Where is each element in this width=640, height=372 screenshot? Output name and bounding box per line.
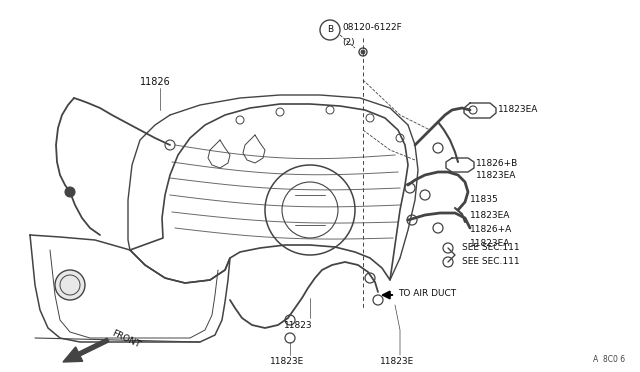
Text: B: B [327,26,333,35]
Text: 11826: 11826 [140,77,171,87]
Circle shape [55,270,85,300]
Text: 11826+B: 11826+B [476,158,518,167]
Text: 11823: 11823 [284,321,312,330]
Text: 08120-6122F: 08120-6122F [342,23,402,32]
Text: 11823EA: 11823EA [498,106,538,115]
Text: 11835: 11835 [470,196,499,205]
Text: A  8C0 6: A 8C0 6 [593,355,625,364]
Text: 11826+A: 11826+A [470,225,512,234]
Text: 11823E: 11823E [380,357,414,366]
FancyArrow shape [63,338,109,362]
Text: 11823EA: 11823EA [470,211,510,219]
Text: (2): (2) [342,38,355,46]
Text: SEE SEC.111: SEE SEC.111 [462,257,520,266]
Text: TO AIR DUCT: TO AIR DUCT [398,289,456,298]
Text: 11823EA: 11823EA [476,171,516,180]
Text: 11823EA: 11823EA [470,240,510,248]
Text: SEE SEC.111: SEE SEC.111 [462,244,520,253]
Text: FRONT: FRONT [110,329,141,350]
Circle shape [361,50,365,54]
Circle shape [65,187,75,197]
Text: 11823E: 11823E [270,357,304,366]
